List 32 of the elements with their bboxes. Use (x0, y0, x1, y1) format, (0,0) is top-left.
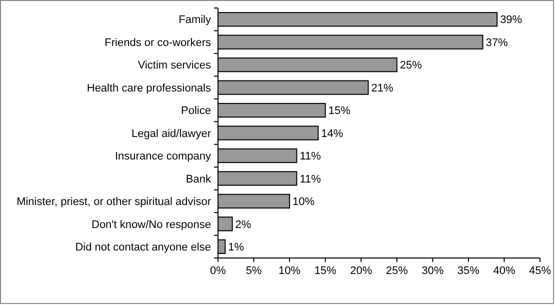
data-label: 15% (328, 105, 351, 118)
x-tick-label: 0% (210, 265, 226, 277)
x-tick-label: 5% (246, 265, 262, 277)
data-label: 25% (400, 60, 422, 72)
data-label: 39% (500, 14, 522, 26)
x-tick-label: 40% (493, 265, 516, 277)
y-tick-label: Insurance company (115, 150, 212, 163)
x-tick-label: 20% (350, 265, 372, 277)
y-tick-label: Family (178, 14, 212, 26)
x-tick-label: 10% (278, 265, 301, 277)
x-tick-label: 45% (528, 265, 552, 277)
data-label: 37% (486, 36, 508, 49)
x-tick-label: 30% (422, 265, 444, 277)
y-tick-label: Did not contact anyone else (75, 241, 211, 254)
y-tick-label: Friends or co-workers (104, 36, 212, 49)
y-tick-label: Police (181, 105, 211, 118)
data-label: 11% (300, 150, 322, 163)
x-tick-label: 35% (457, 265, 480, 277)
data-label: 2% (235, 218, 252, 231)
data-label: 1% (228, 241, 244, 254)
y-tick-label: Legal aid/lawyer (132, 128, 212, 140)
y-tick-label: Bank (186, 173, 212, 186)
x-tick-label: 25% (386, 265, 408, 277)
data-label: 11% (300, 173, 322, 186)
data-label: 21% (371, 82, 394, 94)
y-tick-label: Don't know/No response (92, 218, 211, 231)
y-tick-label: Minister, priest, or other spiritual advisor (16, 196, 212, 208)
data-label: 10% (292, 196, 315, 208)
x-tick-label: 15% (314, 265, 337, 277)
y-tick-label: Victim services (138, 60, 212, 72)
data-label: 14% (321, 128, 344, 140)
y-tick-label: Health care professionals (86, 82, 212, 94)
